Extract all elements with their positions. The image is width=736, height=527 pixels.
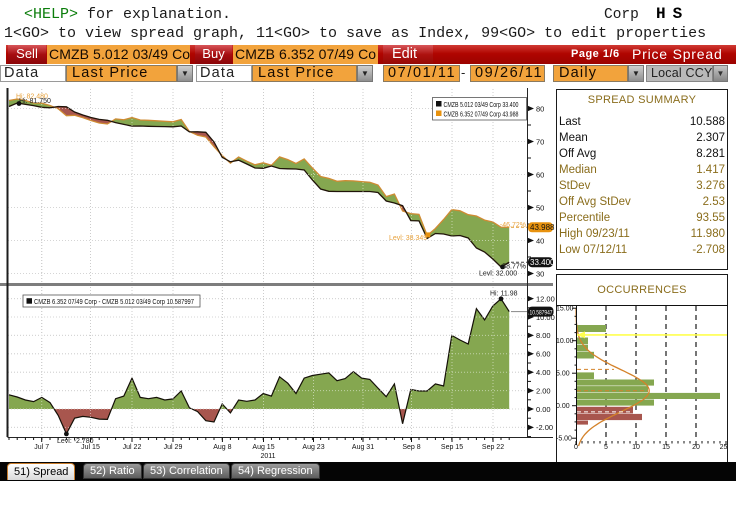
svg-text:5.00: 5.00	[556, 371, 570, 378]
svg-text:40: 40	[536, 236, 544, 245]
svg-text:Jul 22: Jul 22	[123, 444, 142, 451]
svg-text:Sep 22: Sep 22	[482, 444, 504, 451]
svg-text:43.988: 43.988	[530, 223, 555, 232]
svg-text:6.00: 6.00	[536, 350, 551, 359]
svg-text:CMZB 6.352 07/49 Corp 43.988: CMZB 6.352 07/49 Corp 43.988	[444, 112, 519, 119]
svg-text:5: 5	[604, 444, 608, 451]
svg-text:Levl: 32.000: Levl: 32.000	[479, 271, 517, 278]
svg-text:25: 25	[720, 444, 728, 451]
svg-text:-5.00: -5.00	[556, 436, 572, 443]
svg-text:Jul 15: Jul 15	[81, 444, 100, 451]
svg-text:33.400: 33.400	[530, 258, 555, 267]
svg-text:12.00: 12.00	[536, 294, 555, 303]
svg-text:10.00: 10.00	[536, 313, 555, 322]
svg-text:Hi: 11.98: Hi: 11.98	[490, 291, 518, 298]
svg-text:80: 80	[536, 104, 544, 113]
svg-text:Levl: 38.349: Levl: 38.349	[389, 235, 427, 242]
svg-text:10: 10	[632, 444, 640, 451]
svg-text:Aug 8: Aug 8	[213, 444, 231, 451]
svg-text:-2.00: -2.00	[536, 423, 553, 432]
svg-text:50: 50	[536, 203, 544, 212]
svg-text:Hi: 82.480: Hi: 82.480	[16, 94, 48, 101]
svg-text:CMZB 5.012 03/49 Corp 33.400: CMZB 5.012 03/49 Corp 33.400	[444, 102, 519, 109]
svg-text:10.587947: 10.587947	[530, 309, 553, 316]
svg-text:Levl: -2.780: Levl: -2.780	[57, 438, 94, 445]
svg-text:2.00: 2.00	[536, 386, 551, 395]
svg-text:20: 20	[692, 444, 700, 451]
svg-text:Jul 7: Jul 7	[34, 444, 49, 451]
svg-text:Jul 29: Jul 29	[164, 444, 183, 451]
svg-text:Sep 15: Sep 15	[441, 444, 463, 451]
svg-text:CMZB 6.352 07/49 Corp - CMZB 5: CMZB 6.352 07/49 Corp - CMZB 5.012 03/49…	[34, 299, 194, 306]
svg-text:15: 15	[662, 444, 670, 451]
svg-text:0.00: 0.00	[556, 403, 570, 410]
svg-text:Sep 8: Sep 8	[402, 444, 420, 451]
svg-text:-46.72%: -46.72%	[500, 222, 526, 229]
svg-text:2011: 2011	[260, 453, 275, 460]
svg-text:Aug 31: Aug 31	[352, 444, 374, 451]
svg-text:-58.77%: -58.77%	[500, 264, 526, 271]
svg-text:8.00: 8.00	[536, 331, 551, 340]
svg-text:Aug 23: Aug 23	[302, 444, 324, 451]
svg-text:30: 30	[536, 269, 544, 278]
svg-text:Hi: 81.750: Hi: 81.750	[19, 98, 51, 105]
svg-text:15.00: 15.00	[556, 306, 574, 313]
svg-text:10.00: 10.00	[556, 338, 574, 345]
svg-text:70: 70	[536, 137, 544, 146]
svg-text:0: 0	[574, 444, 578, 451]
svg-text:60: 60	[536, 170, 544, 179]
svg-text:4.00: 4.00	[536, 368, 551, 377]
svg-text:0.00: 0.00	[536, 405, 551, 414]
svg-text:Aug 15: Aug 15	[252, 444, 274, 451]
